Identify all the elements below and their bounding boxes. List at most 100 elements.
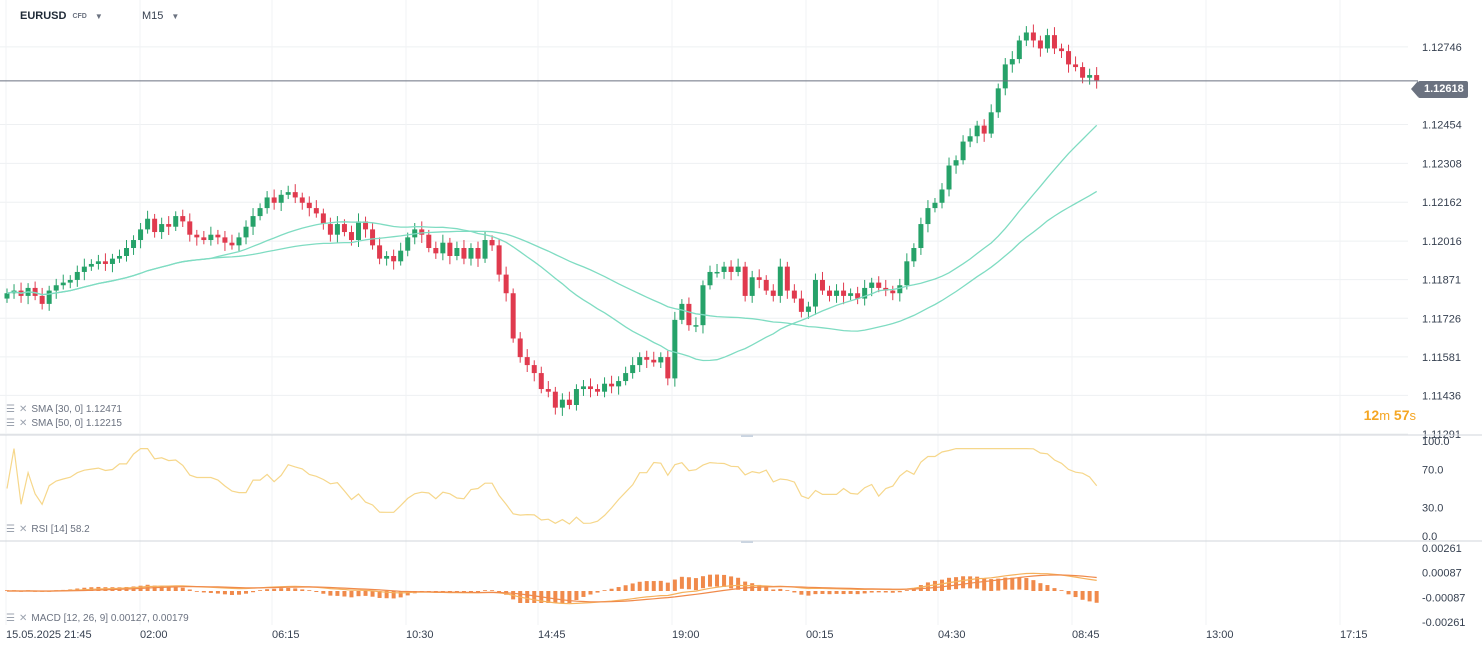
candle-body bbox=[855, 293, 861, 299]
candle-body bbox=[208, 234, 214, 241]
candle-body bbox=[883, 287, 889, 291]
macd-histogram-bar bbox=[722, 574, 727, 587]
macd-histogram-bar bbox=[1038, 583, 1043, 591]
candle-body bbox=[953, 160, 959, 166]
macd-histogram-bar bbox=[1010, 577, 1015, 590]
candle-body bbox=[1002, 64, 1008, 89]
close-icon[interactable]: ✕ bbox=[18, 418, 28, 429]
timeframe-label: M15 bbox=[142, 10, 164, 22]
candle-body bbox=[707, 271, 713, 286]
candle-body bbox=[1051, 35, 1057, 49]
macd-histogram-bar bbox=[1094, 591, 1099, 603]
candle-body bbox=[67, 279, 73, 283]
time-axis-label: 13:00 bbox=[1206, 629, 1234, 641]
timeframe-selector[interactable]: M15 ▼ bbox=[142, 10, 179, 22]
close-icon[interactable]: ✕ bbox=[18, 524, 28, 535]
macd-histogram-bar bbox=[806, 591, 811, 596]
candle-body bbox=[88, 263, 94, 267]
candle-body bbox=[278, 194, 284, 203]
timer-minutes-unit: m bbox=[1379, 408, 1391, 423]
candle-body bbox=[166, 224, 172, 227]
rsi-axis-label: 0.0 bbox=[1422, 531, 1437, 543]
macd-histogram-bar bbox=[715, 574, 720, 587]
macd-histogram-bar bbox=[686, 577, 691, 590]
candle-body bbox=[236, 237, 242, 246]
sma50-label: SMA [50, 0] 1.12215 bbox=[31, 418, 122, 429]
macd-histogram-bar bbox=[159, 585, 164, 591]
candle-body bbox=[798, 298, 804, 312]
close-icon[interactable]: ✕ bbox=[18, 613, 28, 624]
macd-histogram-bar bbox=[483, 590, 488, 591]
candle-body bbox=[187, 221, 193, 235]
time-axis-label: 15.05.2025 21:45 bbox=[6, 629, 92, 641]
pane-resize-handle[interactable] bbox=[741, 541, 753, 543]
candle-body bbox=[602, 383, 608, 392]
macd-histogram-bar bbox=[876, 591, 881, 593]
candle-body bbox=[384, 255, 390, 259]
macd-histogram-bar bbox=[370, 591, 375, 597]
candle-body bbox=[159, 224, 165, 233]
close-icon[interactable]: ✕ bbox=[18, 404, 28, 415]
macd-histogram-bar bbox=[335, 591, 340, 596]
macd-histogram-bar bbox=[897, 591, 902, 593]
candle-body bbox=[109, 258, 115, 264]
macd-histogram-bar bbox=[1003, 577, 1008, 590]
rsi-axis-label: 70.0 bbox=[1422, 465, 1443, 477]
candle-body bbox=[74, 271, 80, 280]
macd-histogram-bar bbox=[693, 578, 698, 591]
candle-body bbox=[377, 245, 383, 259]
candle-body bbox=[756, 277, 762, 280]
macd-histogram-bar bbox=[771, 589, 776, 591]
indicator-settings-icon[interactable]: ☰ bbox=[6, 404, 15, 415]
macd-histogram-bar bbox=[258, 590, 263, 591]
caret-down-icon: ▼ bbox=[94, 11, 103, 21]
candle-body bbox=[1023, 32, 1029, 41]
candle-body bbox=[834, 290, 840, 296]
candle-body bbox=[742, 266, 748, 296]
macd-histogram-bar bbox=[1052, 588, 1057, 591]
macd-histogram-bar bbox=[595, 591, 600, 593]
candle-body bbox=[974, 125, 980, 137]
candle-body bbox=[700, 285, 706, 326]
candle-body bbox=[250, 216, 256, 227]
candle-body bbox=[595, 389, 601, 392]
candle-body bbox=[285, 192, 291, 195]
macd-histogram-bar bbox=[356, 591, 361, 597]
macd-histogram-bar bbox=[658, 580, 663, 591]
macd-histogram-bar bbox=[215, 591, 220, 594]
macd-histogram-bar bbox=[377, 591, 382, 598]
indicator-settings-icon[interactable]: ☰ bbox=[6, 524, 15, 535]
candle-body bbox=[763, 279, 769, 291]
macd-histogram-bar bbox=[785, 590, 790, 591]
indicator-settings-icon[interactable]: ☰ bbox=[6, 613, 15, 624]
macd-histogram-bar bbox=[890, 591, 895, 593]
macd-histogram-bar bbox=[1073, 591, 1078, 598]
macd-histogram-bar bbox=[244, 591, 249, 594]
symbol-selector[interactable]: EURUSD CFD ▼ bbox=[20, 10, 103, 22]
candle-body bbox=[145, 218, 151, 230]
macd-histogram-bar bbox=[939, 579, 944, 591]
macd-histogram-bar bbox=[989, 579, 994, 591]
candle-body bbox=[524, 357, 530, 366]
candle-body bbox=[841, 290, 847, 296]
candle-body bbox=[897, 285, 903, 294]
macd-histogram-bar bbox=[855, 591, 860, 595]
candle-body bbox=[363, 221, 369, 230]
macd-histogram-bar bbox=[644, 581, 649, 591]
candle-body bbox=[398, 250, 404, 262]
rsi-label: RSI [14] 58.2 bbox=[31, 524, 90, 535]
pane-resize-handle[interactable] bbox=[741, 435, 753, 437]
candle-body bbox=[805, 306, 811, 312]
candle-body bbox=[714, 271, 720, 274]
candle-body bbox=[391, 255, 397, 262]
macd-histogram-bar bbox=[996, 578, 1001, 591]
macd-histogram-bar bbox=[961, 576, 966, 589]
candle-body bbox=[1044, 35, 1050, 49]
indicator-settings-icon[interactable]: ☰ bbox=[6, 418, 15, 429]
price-axis-label: 1.12454 bbox=[1422, 120, 1462, 132]
macd-histogram-bar bbox=[476, 591, 481, 593]
macd-histogram-bar bbox=[841, 591, 846, 595]
current-price-tag: 1.12618 bbox=[1411, 81, 1468, 98]
macd-label: MACD [12, 26, 9] 0.00127, 0.00179 bbox=[31, 613, 189, 624]
